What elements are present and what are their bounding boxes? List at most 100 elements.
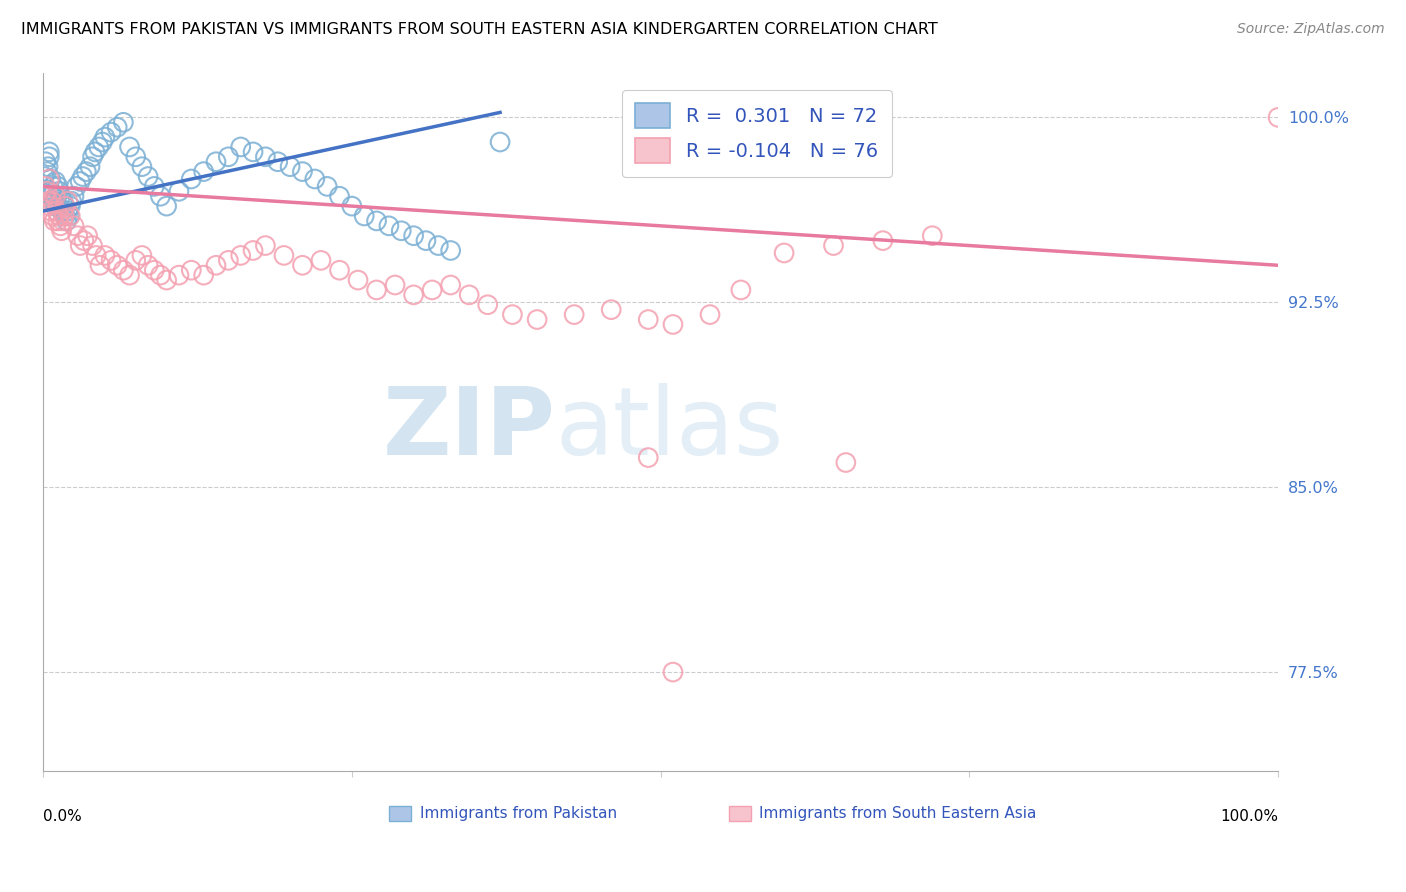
Point (34, 189, 56, 203)
Point (267, 154, 290, 169)
Point (38, 172, 60, 186)
Point (44, 174, 66, 188)
Point (273, 248, 295, 262)
Point (34, 169, 56, 184)
Point (53, 199, 76, 213)
Point (872, 234, 894, 248)
Point (69, 174, 91, 188)
Point (347, 273, 370, 287)
Text: 0.0%: 0.0% (44, 809, 82, 824)
Point (921, 228, 943, 243)
Point (378, 219, 401, 233)
Point (53, 209, 76, 223)
Point (699, 308, 721, 322)
Point (823, 238, 845, 252)
Point (149, 189, 172, 203)
Point (217, 253, 239, 268)
Point (39, 204, 62, 219)
Point (131, 248, 153, 262)
Legend: R =  0.301   N = 72, R = -0.104   N = 76: R = 0.301 N = 72, R = -0.104 N = 76 (621, 90, 891, 177)
Point (59, 209, 82, 223)
Point (316, 179, 339, 194)
Point (53, 209, 76, 223)
Point (785, 111, 807, 125)
Point (156, 199, 179, 213)
Point (84, 145, 107, 159)
Point (205, 258, 228, 272)
Point (526, 312, 548, 326)
Point (45, 204, 67, 219)
Point (63, 219, 86, 233)
Point (136, 169, 159, 184)
Point (254, 150, 277, 164)
Point (562, 308, 585, 322)
Point (49, 189, 72, 203)
Point (59, 199, 82, 213)
Point (38, 199, 60, 213)
Point (76, 228, 98, 243)
Point (427, 238, 450, 252)
Point (84, 248, 107, 262)
Point (118, 268, 141, 282)
Point (39, 172, 62, 186)
Point (35, 184, 58, 198)
Point (304, 172, 326, 186)
Point (82, 150, 104, 164)
Point (662, 665, 685, 679)
Point (69, 238, 91, 252)
Point (180, 263, 202, 277)
Point (44, 194, 66, 209)
Point (662, 318, 685, 332)
Point (112, 263, 135, 277)
Point (118, 140, 141, 154)
Point (254, 238, 277, 252)
Point (440, 278, 463, 293)
Point (136, 258, 159, 272)
Point (501, 308, 523, 322)
FancyBboxPatch shape (389, 805, 411, 821)
Point (89, 258, 111, 272)
Point (353, 209, 375, 223)
Point (46, 179, 69, 194)
Point (94, 248, 117, 262)
Point (156, 273, 179, 287)
Point (835, 456, 858, 470)
Point (193, 268, 215, 282)
Point (637, 450, 659, 465)
Point (389, 224, 412, 238)
Point (51, 224, 73, 238)
Point (217, 150, 239, 164)
Point (94, 130, 117, 145)
Text: atlas: atlas (555, 383, 785, 475)
Point (193, 164, 215, 178)
Point (328, 189, 350, 203)
Point (52, 194, 75, 209)
Point (291, 164, 314, 178)
Text: Immigrants from South Eastern Asia: Immigrants from South Eastern Asia (759, 806, 1036, 822)
Point (56, 204, 79, 219)
FancyBboxPatch shape (728, 805, 751, 821)
Point (489, 135, 512, 149)
Point (440, 244, 463, 258)
Point (53, 199, 76, 213)
Point (65, 179, 87, 194)
Point (79, 160, 101, 174)
Point (44, 214, 66, 228)
Point (82, 238, 104, 252)
Point (229, 248, 252, 262)
Point (242, 244, 264, 258)
Point (402, 288, 425, 302)
Point (60, 194, 83, 209)
Point (143, 263, 166, 277)
Point (41, 189, 63, 203)
Text: Source: ZipAtlas.com: Source: ZipAtlas.com (1237, 22, 1385, 37)
Point (402, 228, 425, 243)
Point (73, 234, 96, 248)
Point (242, 145, 264, 159)
Point (730, 283, 752, 297)
Point (112, 115, 135, 129)
Point (477, 298, 499, 312)
Point (48, 184, 70, 198)
Point (143, 179, 166, 194)
Point (149, 268, 172, 282)
